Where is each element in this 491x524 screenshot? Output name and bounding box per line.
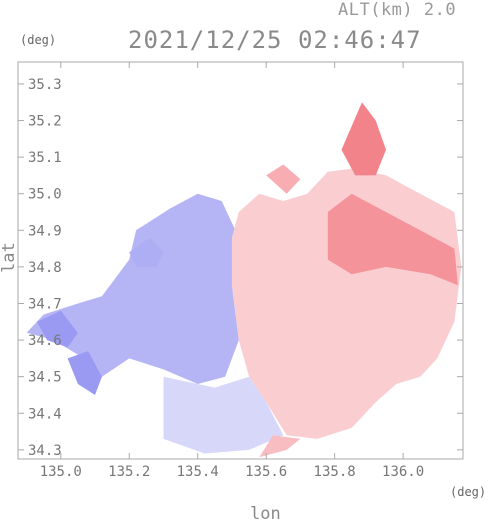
x-tick-label: 135.4 [177,464,219,480]
data-regions [26,102,462,458]
axis-ticks: 135.0 135.2 135.4 135.6 135.8 136.0 34.3 34.4 34… [18,62,463,480]
x-tick-label: 136.0 [382,464,424,480]
receding-velocity-region [327,193,458,286]
plot-frame [17,61,464,460]
approaching-velocity-region [67,351,102,395]
y-tick-label: 35.1 [28,150,62,166]
y-tick-label: 35.0 [28,187,62,203]
x-axis-label: lon [250,504,281,524]
y-tick-label: 35.2 [28,114,62,130]
altitude-label: ALT(km) 2.0 [338,0,457,20]
chart-title-timestamp: 2021/12/25 02:46:47 [128,26,422,54]
receding-velocity-region [259,435,301,458]
y-tick-label: 34.4 [28,406,62,422]
approaching-velocity-region [26,193,239,384]
y-tick-label: 35.3 [28,77,62,93]
approaching-velocity-region [163,376,284,454]
x-tick-label: 135.2 [108,464,150,480]
x-tick-label: 135.8 [314,464,356,480]
receding-velocity-region [341,102,386,176]
y-tick-label: 34.6 [28,333,62,349]
x-tick-label: 135.0 [40,464,82,480]
x-unit-label: (deg) [450,485,487,499]
y-unit-label: (deg) [20,33,57,47]
approaching-velocity-region [129,237,164,267]
y-tick-label: 34.9 [28,223,62,239]
receding-velocity-region [266,164,301,194]
y-tick-label: 34.7 [28,296,62,312]
x-tick-label: 135.6 [245,464,287,480]
y-tick-label: 34.8 [28,260,62,276]
y-tick-label: 34.3 [28,443,62,459]
approaching-velocity-region [36,310,78,348]
y-tick-label: 34.5 [28,370,62,386]
